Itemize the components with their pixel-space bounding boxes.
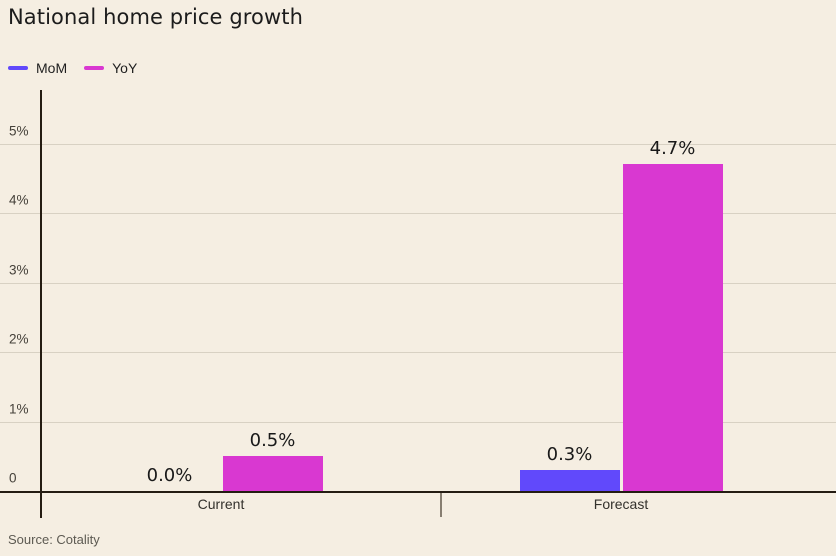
legend-label-yoy: YoY xyxy=(112,60,138,76)
gridline xyxy=(0,352,836,353)
chart-title: National home price growth xyxy=(8,5,304,29)
y-tick-label: 3% xyxy=(9,262,29,277)
bar-value-label: 0.3% xyxy=(546,444,593,465)
x-category-label: Forecast xyxy=(593,496,649,512)
y-tick-label: 1% xyxy=(9,401,29,416)
bar-yoy-forecast xyxy=(622,164,723,491)
source-note: Source: Cotality xyxy=(8,532,100,547)
gridline xyxy=(0,213,836,214)
y-tick-label: 4% xyxy=(9,192,29,208)
y-axis-line xyxy=(40,90,42,518)
legend-item-mom: MoM xyxy=(8,60,67,76)
y-tick-label: 0 xyxy=(9,470,17,486)
gridline xyxy=(0,421,836,423)
bar-yoy-current xyxy=(222,456,323,491)
x-axis-divider-tick xyxy=(440,493,442,517)
bar-mom-forecast xyxy=(519,470,620,491)
bar-value-label: 4.7% xyxy=(649,138,696,159)
x-axis-line xyxy=(0,491,836,493)
legend-swatch-mom xyxy=(8,66,28,70)
x-category-label: Current xyxy=(197,496,245,512)
y-tick-label: 2% xyxy=(9,331,29,347)
y-tick-label: 5% xyxy=(9,123,29,138)
gridline xyxy=(0,143,836,145)
gridline xyxy=(0,282,836,284)
legend-swatch-yoy xyxy=(84,66,105,70)
legend-label-mom: MoM xyxy=(36,60,68,76)
bar-value-label: 0.5% xyxy=(249,430,296,451)
legend-item-yoy: YoY xyxy=(84,60,137,76)
bar-value-label: 0.0% xyxy=(146,465,193,486)
legend: MoM YoY xyxy=(8,60,137,76)
